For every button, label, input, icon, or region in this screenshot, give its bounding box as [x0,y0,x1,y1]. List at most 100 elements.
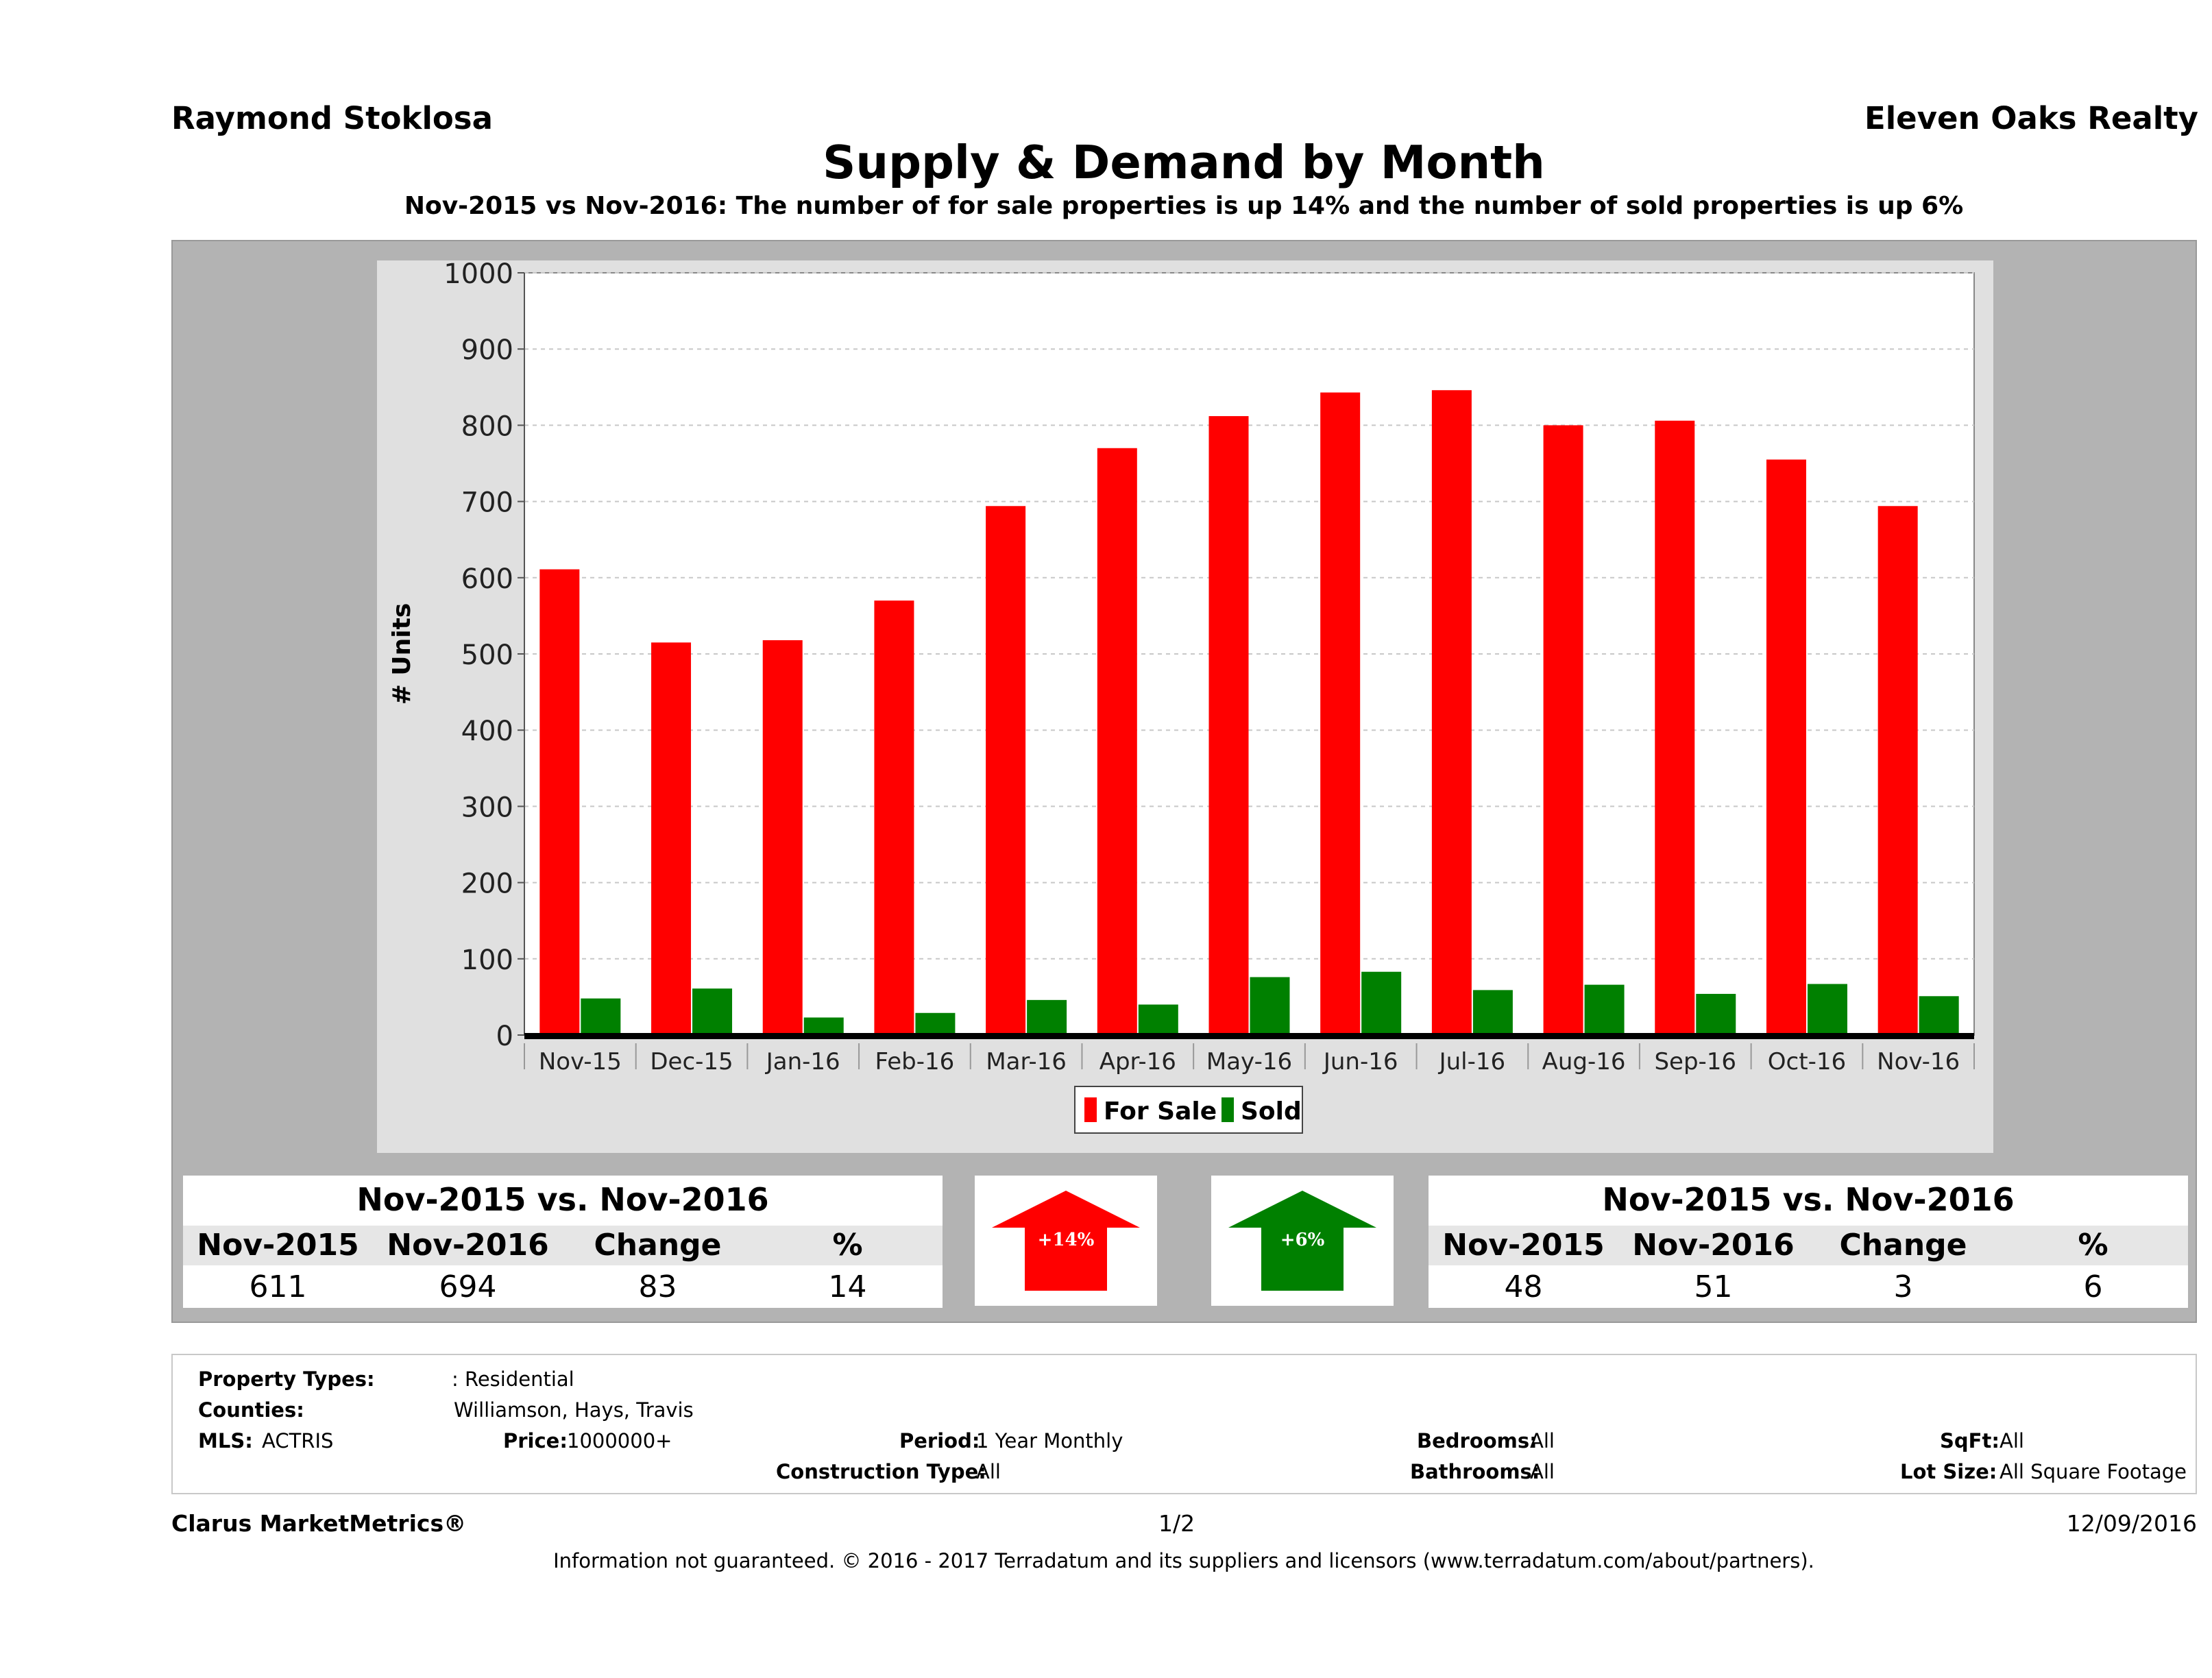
bar-for-sale [539,569,580,1035]
bar-sold [1919,996,1959,1035]
y-tick-label: 400 [461,716,513,747]
chart-panel: 0 100 200 300 400 500 600 700 800 900 1000 # Units N… [377,260,1993,1153]
legend-label-sold: Sold [1241,1097,1302,1126]
report-subtitle: Nov-2015 vs Nov-2016: The number of for … [404,192,1964,220]
for-sale-arrow-label: +14% [1038,1230,1095,1250]
construction-label: Construction Type: [776,1460,986,1483]
price-label: Price: [503,1429,568,1452]
sold-arrow-label: +6% [1280,1230,1325,1250]
bedrooms-value: All [1530,1429,1555,1452]
bar-sold [1250,977,1290,1035]
counties-label: Counties: [198,1398,304,1422]
bathrooms-value: All [1530,1460,1555,1483]
sold-value-change: 3 [1893,1269,1913,1304]
bar-sold [1696,993,1736,1035]
price-value: 1000000+ [567,1429,672,1452]
bar-sold [915,1012,956,1035]
bar-for-sale [762,640,803,1035]
x-tick-label: Jan-16 [765,1048,840,1075]
x-tick-label: May-16 [1206,1048,1292,1075]
for-sale-value-pct: 14 [828,1269,867,1304]
x-tick-label: Oct-16 [1768,1048,1846,1075]
for-sale-col-prev: Nov-2015 [197,1228,359,1263]
bar-sold [692,988,733,1035]
legend-swatch-sold [1222,1097,1234,1122]
sold-arrow-box: +6% [1211,1176,1394,1306]
y-tick-label: 0 [496,1021,513,1052]
y-tick-label: 200 [461,868,513,900]
for-sale-col-curr: Nov-2016 [387,1228,549,1263]
x-tick-label: Mar-16 [986,1048,1067,1075]
bar-for-sale [1320,392,1361,1035]
bar-for-sale [1208,416,1249,1035]
x-tick-label: Aug-16 [1542,1048,1626,1075]
for-sale-value-prev: 611 [249,1269,307,1304]
counties-value: Williamson, Hays, Travis [454,1398,694,1422]
sold-up-arrow-icon: +6% [1228,1191,1376,1291]
bar-for-sale [874,600,914,1035]
bar-sold [1584,984,1625,1035]
page-number: 1/2 [1158,1510,1195,1537]
y-tick-label: 600 [461,563,513,595]
sold-col-pct: % [2078,1228,2108,1263]
supply-demand-chart: 0 100 200 300 400 500 600 700 800 900 1000 # Units N… [388,260,1975,1134]
mls-value: ACTRIS [262,1429,334,1452]
for-sale-col-pct: % [832,1228,863,1263]
for-sale-up-arrow-icon: +14% [992,1191,1140,1291]
x-tick-label: Feb-16 [875,1048,955,1075]
sold-summary: Nov-2015 vs. Nov-2016 Nov-2015 Nov-2016 … [1429,1176,2188,1308]
disclaimer: Information not guaranteed. © 2016 - 201… [553,1549,1814,1572]
bar-sold [1027,999,1067,1035]
sold-col-prev: Nov-2015 [1442,1228,1605,1263]
for-sale-summary-heading: Nov-2015 vs. Nov-2016 [356,1181,769,1218]
property-types-label: Property Types: [198,1367,375,1391]
legend-swatch-for-sale [1084,1097,1097,1122]
y-tick-label: 1000 [443,260,513,290]
bar-for-sale [1877,506,1918,1035]
bar-for-sale [986,506,1026,1035]
sold-col-change: Change [1839,1228,1967,1263]
y-tick-label: 300 [461,792,513,823]
bar-for-sale [1431,390,1472,1035]
legend-label-for-sale: For Sale [1104,1097,1217,1126]
property-types-value: : Residential [452,1367,574,1391]
x-axis-baseline [524,1033,1974,1039]
y-axis-label: # Units [388,603,416,705]
bar-sold [1361,971,1402,1035]
y-tick-label: 800 [461,411,513,442]
bar-sold [803,1017,844,1035]
bar-for-sale [1543,425,1583,1035]
x-tick-label: Jun-16 [1322,1048,1398,1075]
bar-sold [1472,990,1513,1035]
search-criteria: Property Types: : Residential Counties: … [171,1354,2197,1494]
bar-for-sale [651,642,692,1035]
construction-value: All [976,1460,1001,1483]
period-value: 1 Year Monthly [976,1429,1123,1452]
bar-for-sale [1097,448,1137,1035]
lot-size-label: Lot Size: [1900,1460,1997,1483]
for-sale-col-change: Change [594,1228,722,1263]
period-label: Period: [899,1429,980,1452]
x-tick-label: Dec-15 [650,1048,733,1075]
footer-brand: Clarus MarketMetrics® [171,1510,467,1537]
sold-value-pct: 6 [2083,1269,2103,1304]
bar-sold [581,998,621,1035]
for-sale-summary: Nov-2015 vs. Nov-2016 Nov-2015 Nov-2016 … [183,1176,943,1308]
for-sale-value-change: 83 [638,1269,677,1304]
sqft-value: All [2000,1429,2024,1452]
sold-value-curr: 51 [1694,1269,1733,1304]
x-tick-label: Nov-15 [539,1048,622,1075]
y-tick-label: 500 [461,640,513,671]
agent-name: Raymond Stoklosa [171,100,493,136]
y-tick-label: 100 [461,945,513,976]
bar-for-sale [1655,420,1695,1035]
legend [1074,1086,1303,1134]
x-tick-label: Jul-16 [1438,1048,1506,1075]
x-tick-label: Sep-16 [1654,1048,1736,1075]
bar-sold [1807,984,1847,1035]
sold-col-curr: Nov-2016 [1632,1228,1795,1263]
company-name: Eleven Oaks Realty [1864,100,2198,136]
for-sale-value-curr: 694 [439,1269,497,1304]
x-tick-label: Apr-16 [1099,1048,1176,1075]
y-tick-label: 700 [461,487,513,519]
